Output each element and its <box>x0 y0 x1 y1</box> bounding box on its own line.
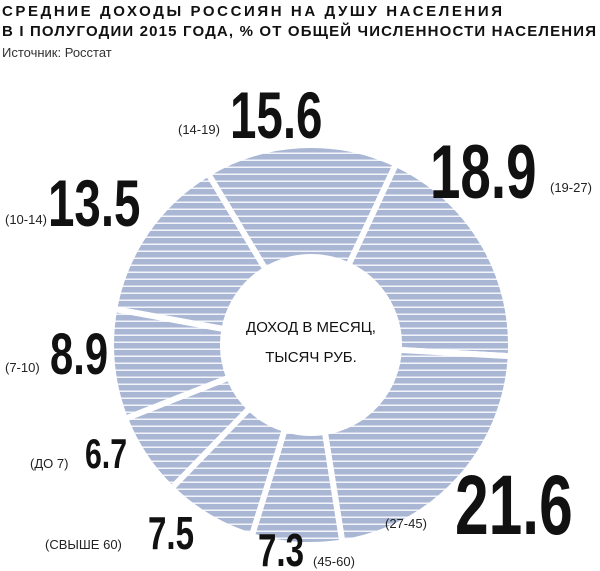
donut-segment <box>110 169 270 333</box>
category-label: (ДО 7) <box>30 456 68 471</box>
donut-segment <box>321 346 514 546</box>
category-label: (27-45) <box>385 516 427 531</box>
source: Источник: Росстат <box>2 45 112 60</box>
value-label: 13.5 <box>48 167 140 240</box>
category-label: (10-14) <box>5 212 47 227</box>
chart-title: В I ПОЛУГОДИИ 2015 ГОДА, % ОТ ОБЩЕЙ ЧИСЛ… <box>2 22 596 40</box>
value-label: 7.3 <box>258 526 304 571</box>
value-label: 8.9 <box>50 321 108 386</box>
center-label: ДОХОД В МЕСЯЦ, <box>246 319 376 336</box>
category-label: (45-60) <box>313 554 355 569</box>
center-label: ТЫСЯЧ РУБ. <box>265 349 357 366</box>
category-label: (7-10) <box>5 360 40 375</box>
value-label: 21.6 <box>455 458 573 552</box>
donut-segment <box>344 159 514 360</box>
value-label: 6.7 <box>85 430 127 477</box>
category-label: (14-19) <box>178 122 220 137</box>
category-label: (СВЫШЕ 60) <box>45 537 122 552</box>
value-label: 15.6 <box>230 79 322 152</box>
value-label: 18.9 <box>430 130 537 215</box>
value-label: 7.5 <box>148 509 194 559</box>
category-label: (19-27) <box>550 180 592 195</box>
donut-segment <box>203 142 401 274</box>
chart-title: СРЕДНИЕ ДОХОДЫ РОССИЯН НА ДУШУ НАСЕЛЕНИЯ <box>2 3 502 20</box>
